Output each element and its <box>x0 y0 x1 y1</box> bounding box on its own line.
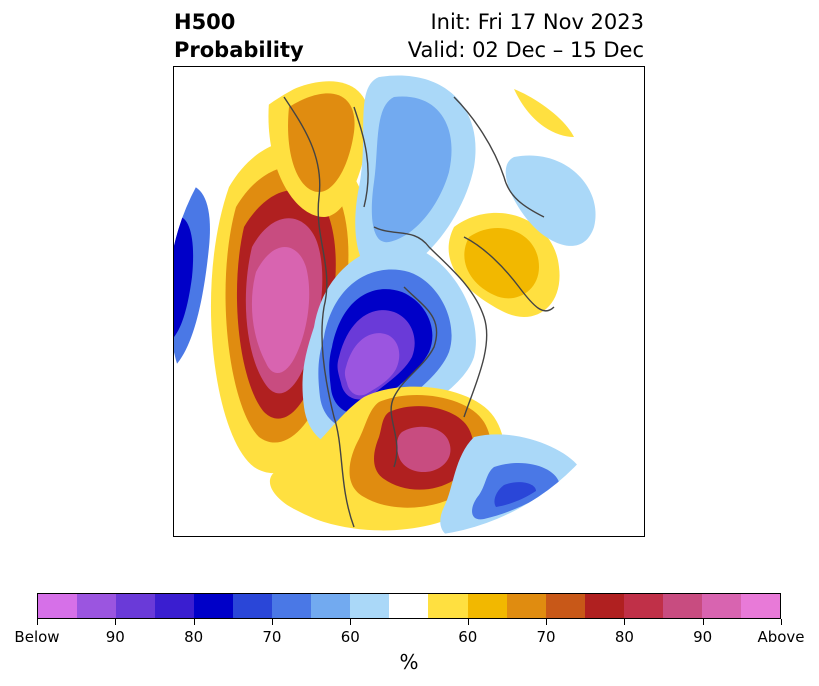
colorbar-tick <box>115 619 117 625</box>
chart-title: H500 Probability <box>174 10 304 62</box>
canada-below-core <box>344 333 400 396</box>
colorbar-segment <box>701 594 741 618</box>
valid-date: Valid: 02 Dec – 15 Dec <box>407 38 644 62</box>
colorbar-segment <box>740 594 780 618</box>
probability-map <box>173 66 645 537</box>
colorbar-tick <box>350 619 352 625</box>
colorbar-tick-label: 60 <box>340 628 360 646</box>
colorbar-segment <box>77 594 117 618</box>
colorbar-tick-label: 90 <box>693 628 713 646</box>
colorbar-segment <box>584 594 624 618</box>
colorbar-segment <box>194 594 234 618</box>
colorbar-tick-label: 60 <box>458 628 478 646</box>
colorbar-tick-label: 80 <box>184 628 204 646</box>
colorbar-segment <box>311 594 351 618</box>
colorbar-tick <box>624 619 626 625</box>
colorbar-segment <box>116 594 156 618</box>
pacific-above-core <box>251 247 310 374</box>
colorbar-tick <box>467 619 469 625</box>
colorbar-segment <box>467 594 507 618</box>
title-dates: Init: Fri 17 Nov 2023 Valid: 02 Dec – 15… <box>408 8 644 64</box>
colorbar-tick <box>781 619 782 625</box>
colorbar-tick <box>546 619 548 625</box>
colorbar-tick-label: 90 <box>105 628 125 646</box>
colorbar-segment <box>38 594 78 618</box>
colorbar-tick-label: Above <box>757 628 805 646</box>
atlantic-above-core <box>397 426 451 473</box>
colorbar-tick-label: 70 <box>262 628 282 646</box>
colorbar <box>37 593 781 619</box>
colorbar-segment <box>350 594 390 618</box>
colorbar-segment <box>623 594 663 618</box>
colorbar-tick <box>193 619 195 625</box>
colorbar-segment <box>272 594 312 618</box>
colorbar-unit-label: % <box>399 650 419 674</box>
colorbar-segment <box>233 594 273 618</box>
colorbar-tick-label: 80 <box>614 628 634 646</box>
colorbar-tick <box>37 619 38 625</box>
colorbar-tick-label: Below <box>14 628 60 646</box>
init-date: Init: Fri 17 Nov 2023 <box>430 10 644 34</box>
colorbar-tick-label: 70 <box>536 628 556 646</box>
colorbar-segment <box>545 594 585 618</box>
colorbar-segment <box>155 594 195 618</box>
colorbar-segment <box>506 594 546 618</box>
map-svg <box>174 75 596 536</box>
colorbar-segment <box>389 594 429 618</box>
colorbar-segment <box>428 594 468 618</box>
colorbar-tick <box>702 619 704 625</box>
colorbar-tick <box>271 619 273 625</box>
colorbar-segment <box>662 594 702 618</box>
